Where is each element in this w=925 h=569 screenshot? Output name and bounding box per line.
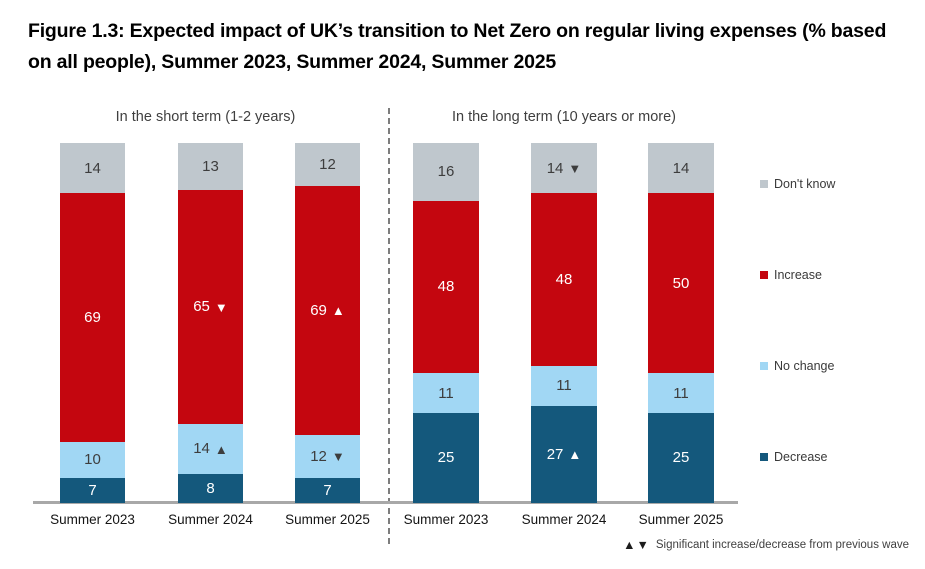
- bar-segment: 69 ▲: [295, 186, 360, 435]
- x-axis-label: Summer 2024: [521, 512, 607, 527]
- legend-label: Don't know: [774, 177, 836, 191]
- segment-value-label: 14: [193, 440, 210, 458]
- legend-label: Decrease: [774, 450, 828, 464]
- arrow-up-icon: ▲: [331, 303, 345, 319]
- bar-segment: 7: [60, 477, 125, 503]
- bar-segment: 48: [531, 193, 597, 367]
- segment-value-label: 48: [437, 278, 455, 296]
- segment-value-label: 25: [437, 449, 455, 467]
- segment-value-label: 11: [673, 384, 689, 402]
- bar-segment: 25: [413, 412, 479, 503]
- bar-segment: 16: [413, 143, 479, 201]
- bar-segment: 48: [413, 200, 479, 374]
- significance-footnote: ▲▼ Significant increase/decrease from pr…: [623, 538, 909, 552]
- bar-segment: 14: [648, 143, 714, 194]
- x-axis-label: Summer 2023: [50, 512, 135, 527]
- bar-segment: 65 ▼: [178, 189, 243, 424]
- stacked-bar: 12 69 ▲ 12 ▼ 7: [295, 143, 360, 503]
- arrow-down-icon: ▼: [214, 299, 228, 315]
- arrow-up-icon: ▲: [568, 447, 582, 463]
- bar-segment: 27 ▲: [531, 405, 597, 503]
- segment-value-label: 7: [323, 481, 332, 499]
- legend-swatch-icon: [760, 180, 768, 188]
- bar-segment: 11: [531, 366, 597, 406]
- legend-swatch-icon: [760, 453, 768, 461]
- segment-value-label: 16: [437, 163, 455, 181]
- segment-value-label: 27: [546, 445, 564, 463]
- segment-value-label: 69: [84, 309, 101, 327]
- segment-value-label: 8: [206, 480, 215, 498]
- stacked-bar: 16 48 11 25: [413, 143, 479, 503]
- legend-item: Increase: [760, 268, 822, 282]
- x-axis-label: Summer 2024: [168, 512, 253, 527]
- x-axis-label: Summer 2025: [285, 512, 370, 527]
- segment-value-label: 69: [310, 301, 327, 319]
- stacked-bar: 14 50 11 25: [648, 143, 714, 503]
- bar-segment: 50: [648, 193, 714, 374]
- legend-label: Increase: [774, 268, 822, 282]
- segment-value-label: 11: [556, 377, 572, 395]
- segment-value-label: 65: [193, 298, 210, 316]
- bar-segment: 14 ▲: [178, 423, 243, 475]
- segment-value-label: 50: [672, 274, 690, 292]
- segment-value-label: 10: [84, 451, 101, 469]
- segment-value-label: 7: [88, 481, 97, 499]
- legend-item: No change: [760, 359, 834, 373]
- legend-swatch-icon: [760, 362, 768, 370]
- legend-label: No change: [774, 359, 835, 373]
- segment-value-label: 14: [546, 159, 564, 177]
- segment-value-label: 14: [672, 159, 690, 177]
- bar-segment: 11: [413, 373, 479, 413]
- segment-value-label: 13: [202, 157, 219, 175]
- segment-value-label: 48: [555, 271, 573, 289]
- bar-segment: 12: [295, 143, 360, 187]
- x-axis-label: Summer 2023: [403, 512, 489, 527]
- bar-segment: 11: [648, 373, 714, 413]
- arrow-down-icon: ▼: [568, 161, 582, 177]
- x-axis-baseline: [33, 501, 738, 504]
- figure-title: Figure 1.3: Expected impact of UK’s tran…: [28, 20, 887, 73]
- bar-segment: 12 ▼: [295, 434, 360, 478]
- bar-segment: 14 ▼: [531, 143, 597, 194]
- x-axis-label: Summer 2025: [638, 512, 724, 527]
- bar-segment: 25: [648, 412, 714, 503]
- stacked-bar: 14 69 10 7: [60, 143, 125, 503]
- legend-item: Don't know: [760, 177, 835, 191]
- significance-arrows-icon: ▲▼: [623, 538, 650, 552]
- segment-value-label: 14: [84, 159, 101, 177]
- arrow-down-icon: ▼: [331, 449, 345, 465]
- panel-title: In the long term (10 years or more): [451, 109, 677, 125]
- bar-segment: 7: [295, 477, 360, 503]
- panel-title: In the short term (1-2 years): [115, 109, 296, 125]
- bar-segment: 69: [60, 193, 125, 442]
- bar-segment: 13: [178, 143, 243, 190]
- legend-swatch-icon: [760, 271, 768, 279]
- bar-segment: 8: [178, 474, 243, 503]
- segment-value-label: 25: [672, 449, 690, 467]
- segment-value-label: 12: [319, 156, 336, 174]
- arrow-up-icon: ▲: [214, 441, 228, 457]
- bar-segment: 14: [60, 143, 125, 194]
- stacked-bar: 13 65 ▼ 14 ▲ 8: [178, 143, 243, 503]
- significance-footnote-text: Significant increase/decrease from previ…: [655, 539, 909, 551]
- panel-divider-dashed-line: [388, 108, 390, 548]
- stacked-bar: 14 ▼ 48 11 27 ▲: [531, 143, 597, 503]
- bar-segment: 10: [60, 441, 125, 478]
- segment-value-label: 11: [438, 384, 454, 402]
- legend-item: Decrease: [760, 450, 828, 464]
- segment-value-label: 12: [310, 447, 327, 465]
